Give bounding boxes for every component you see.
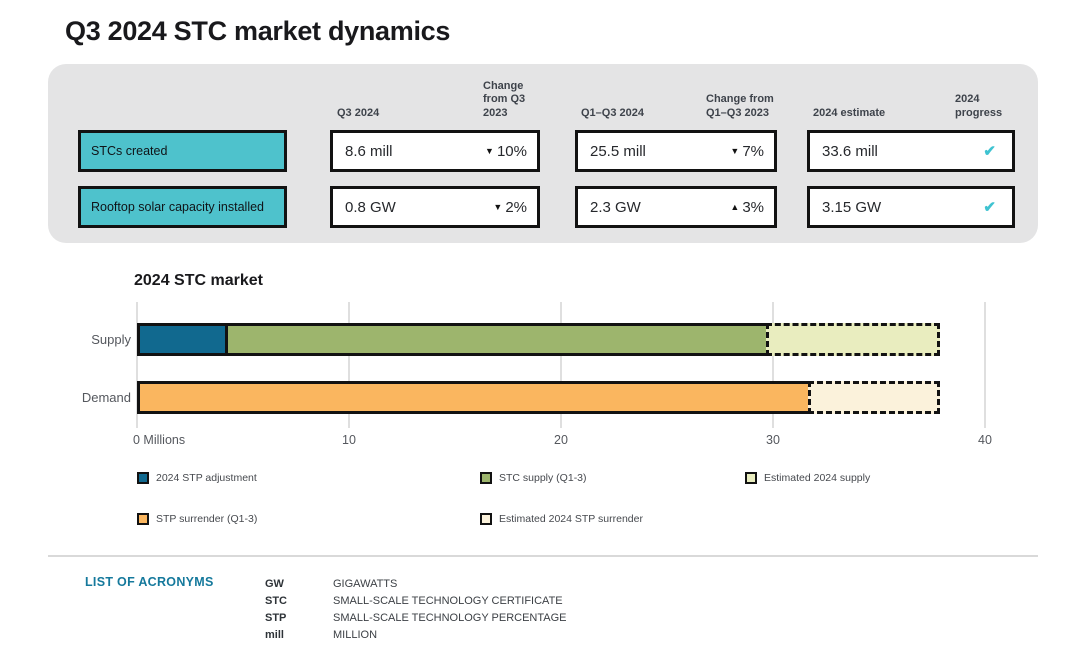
grid-line xyxy=(136,302,138,428)
value-box-q1-q3: 2.3 GW ▲ 3% xyxy=(575,186,777,228)
axis-tick-label: 40 xyxy=(978,433,992,447)
check-icon: ✔ xyxy=(983,199,996,216)
legend-swatch xyxy=(137,512,149,525)
acronym-row: GW GIGAWATTS xyxy=(265,575,567,592)
table-row-stcs-created: STCs created 8.6 mill ▼ 10% 25.5 mill ▼ 7%… xyxy=(48,130,1038,172)
section-divider xyxy=(48,555,1038,557)
change-value: 2% xyxy=(505,198,527,216)
category-label-supply: Supply xyxy=(91,332,131,347)
table-row-rooftop-solar: Rooftop solar capacity installed 0.8 GW … xyxy=(48,186,1038,228)
grid-line xyxy=(560,302,562,428)
bar-segment xyxy=(765,323,941,356)
grid-line xyxy=(984,302,986,428)
up-arrow-icon: ▲ xyxy=(730,201,740,212)
bar-segment xyxy=(137,323,229,356)
column-header-q3-2024: Q3 2024 xyxy=(337,106,380,119)
acronym-row: mill MILLION xyxy=(265,626,567,643)
value-box-estimate: 3.15 GW ✔ xyxy=(807,186,1015,228)
axis-tick-label: 30 xyxy=(766,433,780,447)
legend-item: STC supply (Q1-3) xyxy=(480,470,587,485)
metric-value: 33.6 mill xyxy=(822,142,878,160)
bar-chart-plot xyxy=(136,302,986,428)
acronym-definition: SMALL-SCALE TECHNOLOGY CERTIFICATE xyxy=(333,594,563,607)
column-header-q1-q3-2024: Q1–Q3 2024 xyxy=(581,106,644,119)
change-value: 7% xyxy=(742,142,764,160)
legend-label: Estimated 2024 STP surrender xyxy=(499,512,643,525)
acronyms-heading: LIST OF ACRONYMS xyxy=(85,575,214,589)
metric-value: 3.15 GW xyxy=(822,198,882,216)
legend-label: Estimated 2024 supply xyxy=(764,471,871,484)
legend-label: 2024 STP adjustment xyxy=(156,471,257,484)
down-arrow-icon: ▼ xyxy=(485,145,494,156)
change-indicator: ▼ 2% xyxy=(493,199,527,216)
value-box-q1-q3: 25.5 mill ▼ 7% xyxy=(575,130,777,172)
metric-value: 0.8 GW xyxy=(345,198,396,216)
check-icon: ✔ xyxy=(983,143,996,160)
legend-swatch xyxy=(480,512,492,525)
legend-swatch xyxy=(137,471,149,484)
metric-value: 2.3 GW xyxy=(590,198,641,216)
legend-item: STP surrender (Q1-3) xyxy=(137,511,257,526)
legend-item: Estimated 2024 supply xyxy=(745,470,870,485)
grid-line xyxy=(348,302,350,428)
acronym-list: GW GIGAWATTS STC SMALL-SCALE TECHNOLOGY … xyxy=(265,575,567,643)
column-header-2024-estimate: 2024 estimate xyxy=(813,106,886,119)
down-arrow-icon: ▼ xyxy=(493,201,503,212)
summary-panel: Q3 2024 Change from Q3 2023 Q1–Q3 2024 C… xyxy=(48,64,1038,243)
bar-row-supply xyxy=(137,323,985,356)
down-arrow-icon: ▼ xyxy=(730,145,740,156)
page-title: Q3 2024 STC market dynamics xyxy=(65,16,451,46)
x-axis: 0 Millions 10 20 30 40 xyxy=(133,433,997,451)
grid-line xyxy=(772,302,774,428)
column-header-2024-progress: 2024 progress xyxy=(955,93,1003,119)
metric-value: 25.5 mill xyxy=(590,142,646,160)
legend-swatch xyxy=(745,471,757,484)
value-box-estimate: 33.6 mill ✔ xyxy=(807,130,1015,172)
axis-tick-label: 0 Millions xyxy=(133,433,186,447)
acronym-definition: MILLION xyxy=(333,628,378,641)
bar-segment xyxy=(137,381,812,414)
bar-segment xyxy=(225,323,769,356)
change-indicator: ▼ 7% xyxy=(730,143,764,160)
metric-label: STCs created xyxy=(78,130,287,172)
acronym-row: STP SMALL-SCALE TECHNOLOGY PERCENTAGE xyxy=(265,609,567,626)
bar-segment xyxy=(808,381,941,414)
acronym-definition: GIGAWATTS xyxy=(333,577,398,590)
change-value: 10% xyxy=(496,142,527,160)
acronym-term: mill xyxy=(265,628,284,641)
change-value: 3% xyxy=(742,198,764,216)
legend-label: STP surrender (Q1-3) xyxy=(156,512,258,525)
change-indicator: ▲ 3% xyxy=(730,199,764,216)
acronym-row: STC SMALL-SCALE TECHNOLOGY CERTIFICATE xyxy=(265,592,567,609)
value-box-q3: 0.8 GW ▼ 2% xyxy=(330,186,540,228)
bar-row-demand xyxy=(137,381,985,414)
category-label-demand: Demand xyxy=(81,390,131,405)
change-indicator: ▼ 10% xyxy=(485,143,527,160)
axis-tick-label: 10 xyxy=(342,433,356,447)
legend-label: STC supply (Q1-3) xyxy=(499,471,587,484)
acronym-term: GW xyxy=(265,577,284,590)
legend-swatch xyxy=(480,471,492,484)
value-box-q3: 8.6 mill ▼ 10% xyxy=(330,130,540,172)
column-header-change-q3: Change from Q3 2023 xyxy=(483,79,526,119)
chart-title: 2024 STC market xyxy=(134,272,263,289)
legend-item: 2024 STP adjustment xyxy=(137,470,257,485)
column-header-change-q1-q3: Change from Q1–Q3 2023 xyxy=(706,93,774,119)
acronym-definition: SMALL-SCALE TECHNOLOGY PERCENTAGE xyxy=(333,611,567,624)
axis-tick-label: 20 xyxy=(554,433,568,447)
legend-item: Estimated 2024 STP surrender xyxy=(480,511,643,526)
metric-value: 8.6 mill xyxy=(345,142,393,160)
acronym-term: STP xyxy=(265,611,287,624)
metric-label: Rooftop solar capacity installed xyxy=(78,186,287,228)
acronym-term: STC xyxy=(265,594,287,607)
chart-legend: 2024 STP adjustment STC supply (Q1-3) Esti… xyxy=(137,470,997,534)
